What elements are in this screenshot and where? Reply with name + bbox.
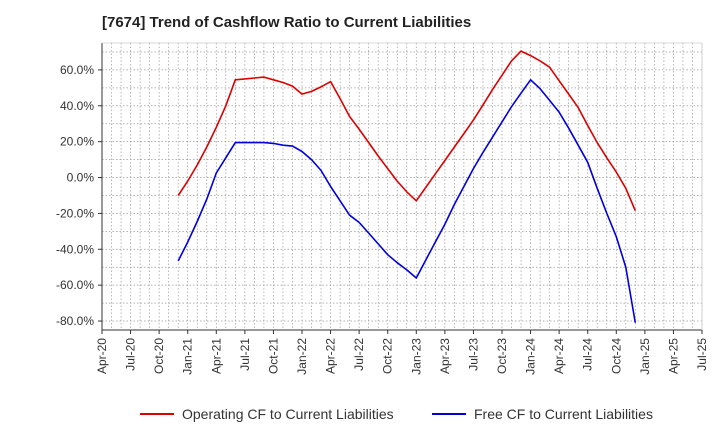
y-tick-label: -20.0% xyxy=(56,206,94,220)
x-tick-label: Apr-25 xyxy=(666,338,680,374)
x-tick-label: Jan-23 xyxy=(409,338,423,375)
x-tick-label: Jan-21 xyxy=(181,338,195,375)
x-tick-label: Apr-20 xyxy=(95,338,109,374)
legend-label-free-cf: Free CF to Current Liabilities xyxy=(474,406,653,422)
x-tick-label: Oct-24 xyxy=(609,338,623,374)
x-tick-label: Oct-22 xyxy=(381,338,395,374)
x-tick-label: Jul-21 xyxy=(238,338,252,371)
series-line-operating-cf xyxy=(177,50,637,212)
chart-title: [7674] Trend of Cashflow Ratio to Curren… xyxy=(102,14,472,31)
x-tick-label: Apr-22 xyxy=(324,338,338,374)
x-tick-label: Jul-24 xyxy=(581,338,595,371)
x-tick-label: Jul-25 xyxy=(695,338,709,371)
x-tick-label: Oct-23 xyxy=(495,338,509,374)
x-tick-label: Oct-20 xyxy=(152,338,166,374)
y-tick-label: 20.0% xyxy=(60,135,94,149)
x-tick-label: Jan-25 xyxy=(638,338,652,375)
x-tick-label: Apr-24 xyxy=(552,338,566,374)
x-tick-label: Jan-22 xyxy=(295,338,309,375)
y-tick-label: -40.0% xyxy=(56,242,94,256)
x-tick-label: Oct-21 xyxy=(266,338,280,374)
series-lines xyxy=(177,50,637,323)
y-tick-label: 60.0% xyxy=(60,63,94,77)
y-tick-label: 0.0% xyxy=(67,171,95,185)
y-tick-label: -60.0% xyxy=(56,278,94,292)
y-tick-label: -80.0% xyxy=(56,314,94,328)
series-line-free-cf xyxy=(177,79,637,323)
axes: 60.0% 40.0% 20.0% 0.0% -20.0% -40.0% -60.0% -80… xyxy=(56,42,709,375)
legend-label-operating-cf: Operating CF to Current Liabilities xyxy=(182,406,394,422)
x-tick-label: Apr-23 xyxy=(438,338,452,374)
x-tick-label: Jul-22 xyxy=(352,338,366,371)
legend: Operating CF to Current Liabilities Free … xyxy=(140,406,653,422)
x-tick-label: Jul-20 xyxy=(124,338,138,371)
x-tick-label: Apr-21 xyxy=(209,338,223,374)
x-tick-label: Jan-24 xyxy=(524,338,538,375)
x-tick-label: Jul-23 xyxy=(466,338,480,371)
y-tick-label: 40.0% xyxy=(60,99,94,113)
